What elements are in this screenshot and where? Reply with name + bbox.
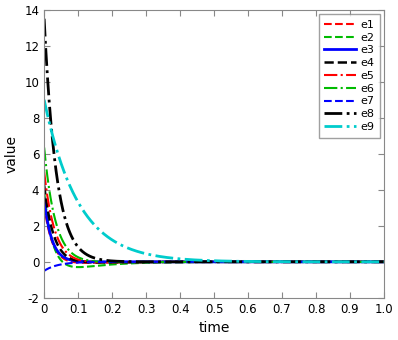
e3 [80, 259, 85, 264]
e8 [187, 260, 191, 264]
e2 [382, 260, 386, 264]
e5 [109, 260, 113, 264]
e3 [187, 260, 191, 264]
e6 [172, 260, 177, 264]
e1 [80, 261, 85, 265]
e1 [42, 203, 47, 207]
e4 [101, 260, 105, 265]
e3 [338, 260, 343, 264]
e4 [98, 260, 103, 265]
Line: e6: e6 [44, 148, 384, 262]
e3 [382, 260, 386, 264]
X-axis label: time: time [198, 321, 230, 335]
e5 [187, 260, 192, 264]
e7 [101, 260, 105, 264]
e4 [187, 260, 192, 264]
e1 [382, 260, 386, 264]
e2 [375, 260, 380, 264]
e6 [42, 146, 47, 150]
Line: e1: e1 [44, 205, 384, 263]
e9 [338, 260, 343, 264]
Line: e8: e8 [44, 19, 384, 262]
Legend: e1, e2, e3, e4, e5, e6, e7, e8, e9: e1, e2, e3, e4, e5, e6, e7, e8, e9 [319, 14, 380, 137]
e2 [81, 265, 86, 269]
e1 [84, 261, 89, 265]
e2 [101, 263, 105, 267]
e4 [172, 260, 177, 264]
Line: e3: e3 [44, 199, 384, 262]
e6 [101, 260, 105, 264]
e7 [338, 260, 343, 264]
e2 [76, 265, 81, 269]
e4 [80, 260, 85, 264]
e9 [187, 257, 191, 261]
e8 [338, 260, 343, 264]
e5 [101, 260, 105, 264]
e2 [42, 190, 47, 194]
e9 [42, 98, 47, 102]
e3 [101, 260, 105, 264]
e4 [338, 260, 343, 264]
e1 [101, 260, 105, 265]
e3 [42, 197, 47, 201]
Line: e4: e4 [44, 185, 384, 262]
e9 [101, 231, 105, 235]
Line: e5: e5 [44, 172, 384, 262]
e2 [187, 260, 192, 264]
e1 [172, 260, 177, 264]
e8 [382, 260, 386, 264]
e2 [338, 260, 343, 264]
e6 [375, 260, 380, 264]
e4 [382, 260, 386, 264]
e5 [338, 260, 343, 264]
e5 [172, 260, 177, 264]
e9 [375, 260, 380, 264]
e3 [375, 260, 380, 264]
e4 [42, 183, 47, 187]
e9 [80, 208, 85, 212]
e7 [172, 260, 177, 264]
e9 [172, 256, 177, 260]
e5 [80, 259, 85, 263]
Line: e7: e7 [44, 262, 384, 271]
e7 [80, 260, 85, 265]
e9 [382, 260, 386, 264]
e1 [375, 260, 380, 264]
Line: e9: e9 [44, 100, 384, 262]
e8 [42, 17, 47, 21]
e7 [375, 260, 380, 264]
e2 [172, 260, 177, 264]
e5 [382, 260, 386, 264]
e7 [382, 260, 386, 264]
e5 [375, 260, 380, 264]
e5 [42, 170, 47, 174]
e6 [80, 257, 85, 261]
e8 [101, 258, 105, 262]
e8 [375, 260, 380, 264]
e7 [42, 269, 47, 273]
e8 [80, 250, 85, 254]
Line: e2: e2 [44, 192, 384, 267]
e8 [172, 260, 177, 264]
e6 [120, 260, 125, 264]
e6 [382, 260, 386, 264]
e1 [187, 260, 192, 264]
e1 [338, 260, 343, 264]
e6 [338, 260, 343, 264]
e4 [375, 260, 380, 264]
e7 [187, 260, 191, 264]
e3 [172, 260, 177, 264]
e6 [187, 260, 192, 264]
Y-axis label: value: value [5, 135, 19, 173]
